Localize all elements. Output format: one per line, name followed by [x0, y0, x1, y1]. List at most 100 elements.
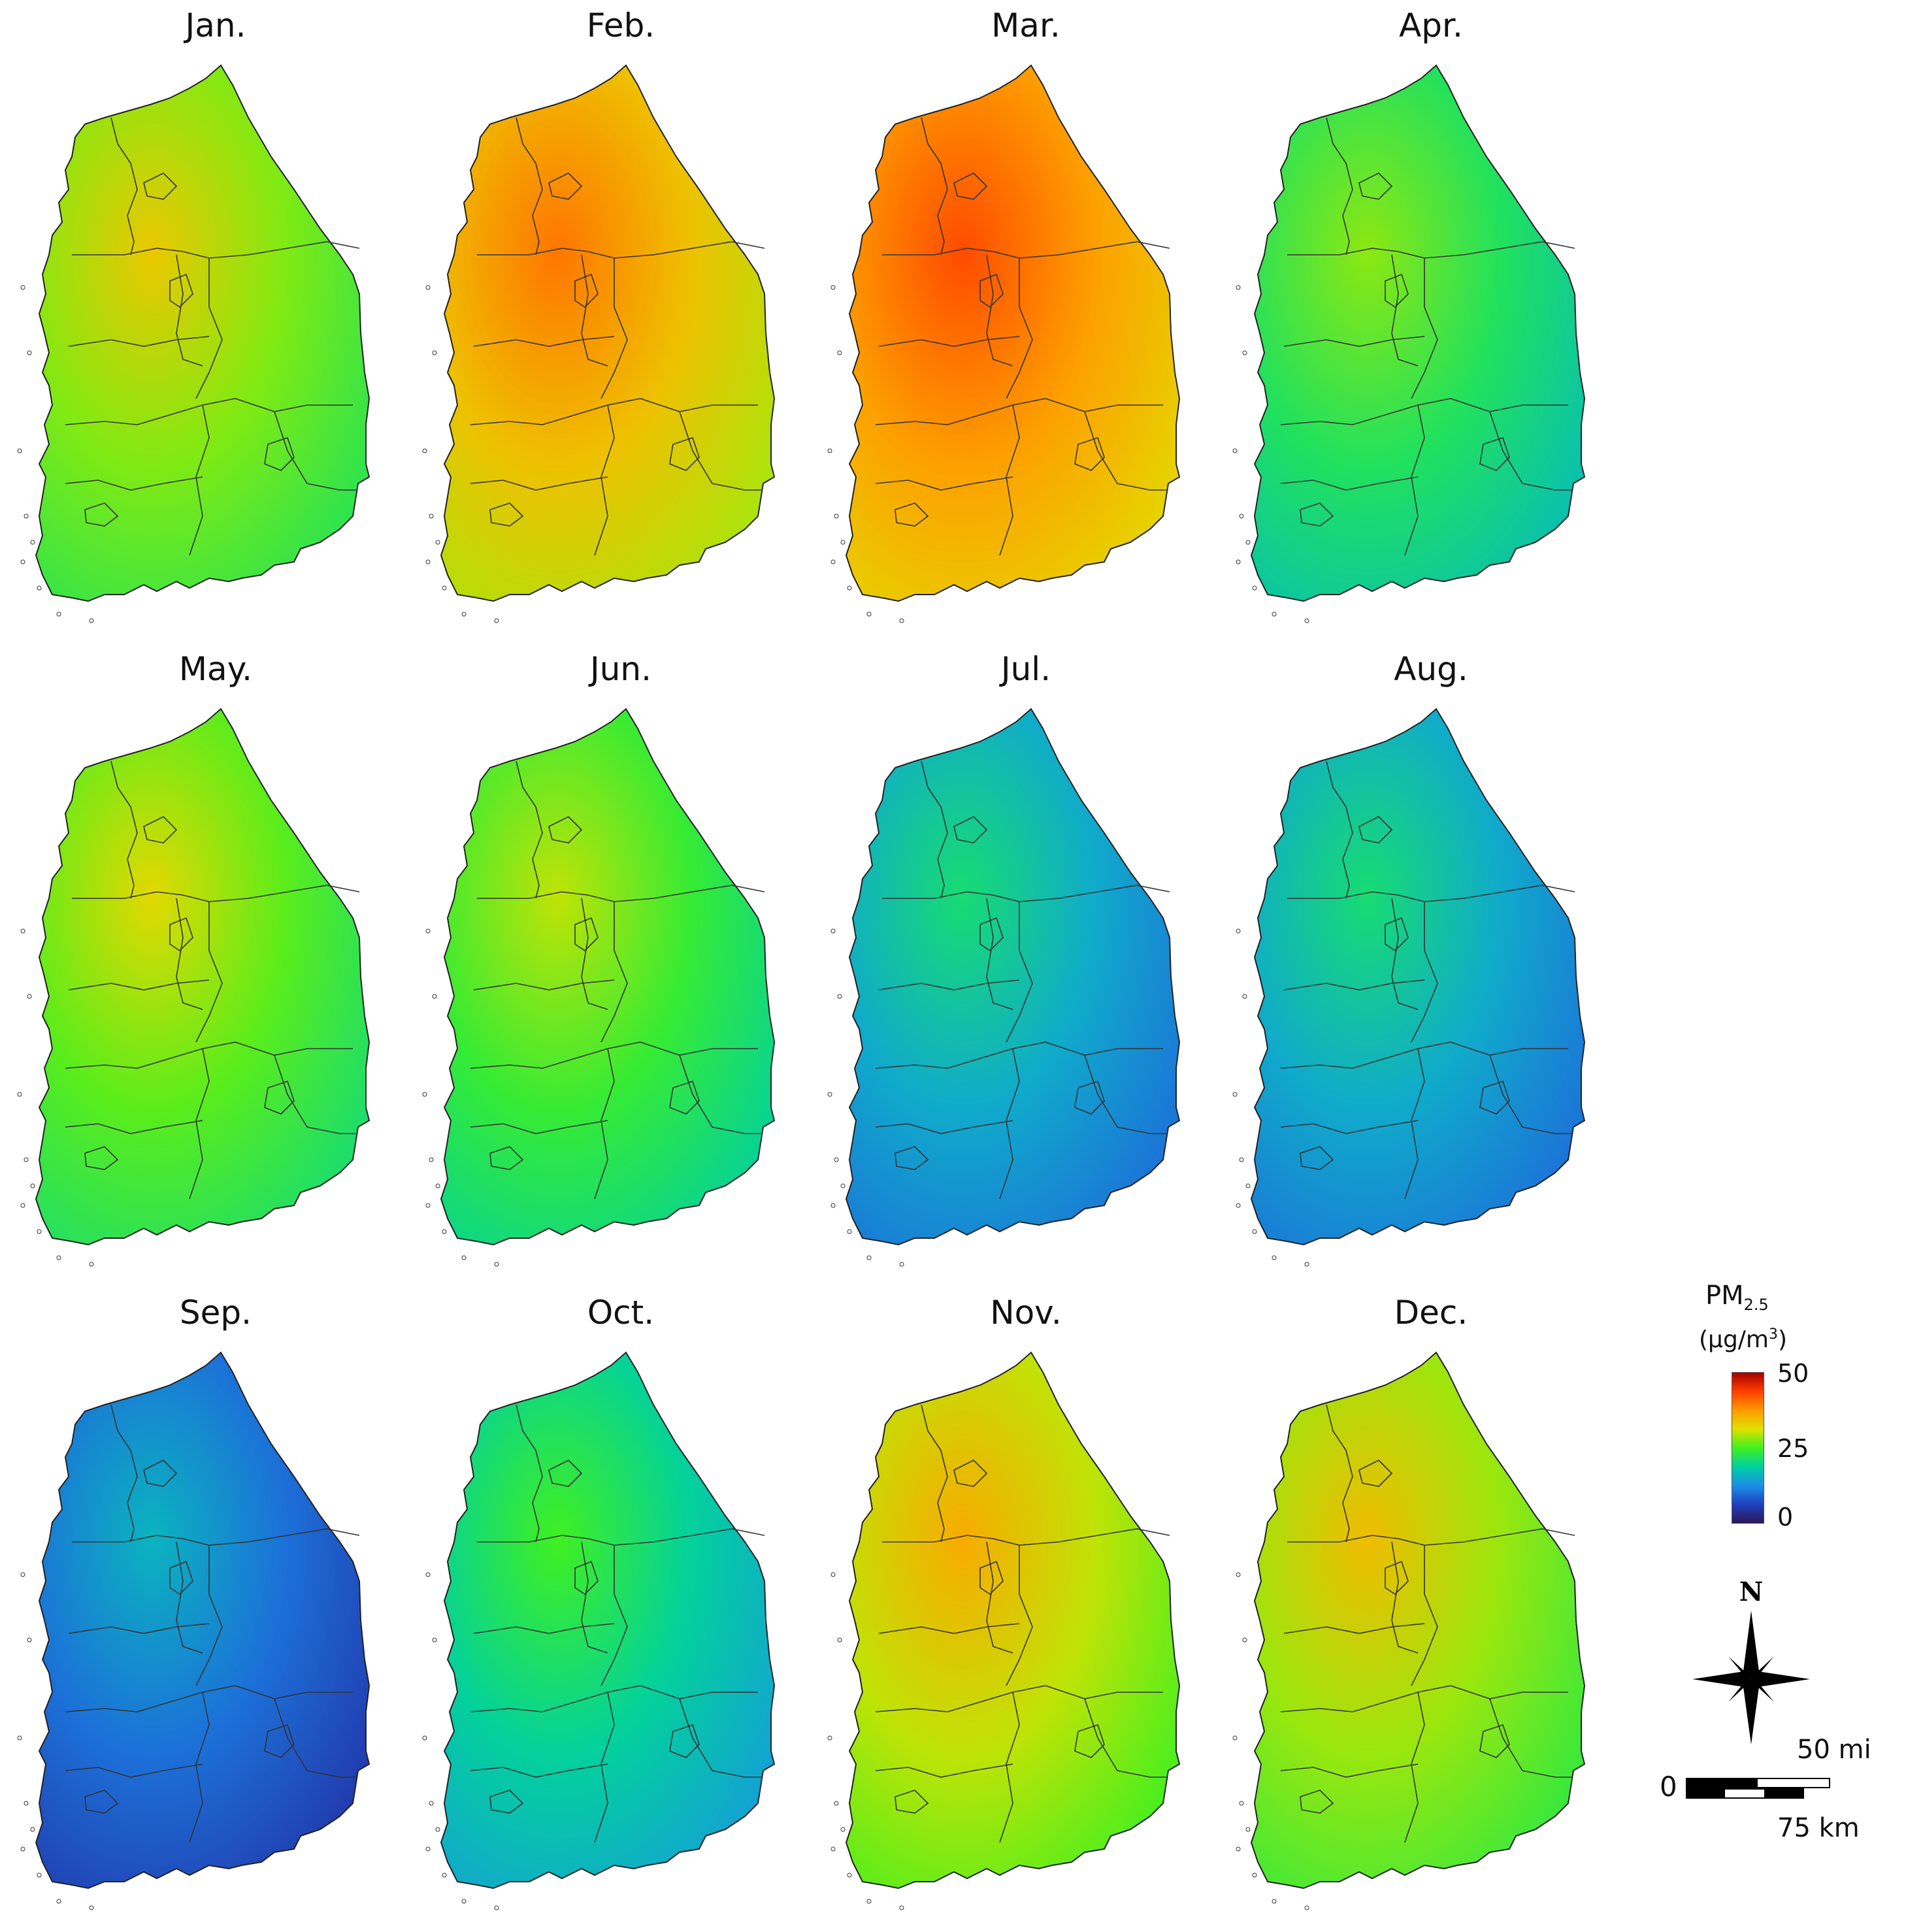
legend-title: PM2.5: [1705, 1281, 1769, 1314]
island: [56, 1899, 61, 1904]
province-border: [1404, 404, 1425, 556]
province-border: [516, 761, 543, 899]
province-border: [1006, 902, 1033, 1043]
map-panel: Oct.: [418, 1287, 823, 1927]
island: [840, 1183, 846, 1188]
province-border: [1300, 1790, 1334, 1814]
island: [834, 1801, 839, 1806]
island: [422, 1092, 427, 1097]
province-border: [679, 1698, 761, 1778]
province-border: [953, 172, 988, 200]
island: [837, 350, 842, 355]
province-border: [264, 1724, 295, 1758]
province-border: [1074, 1080, 1105, 1115]
island: [866, 1899, 872, 1904]
island: [899, 1262, 904, 1267]
island: [435, 1827, 440, 1832]
korea-landmass: [35, 708, 370, 1246]
island: [1236, 285, 1241, 290]
pm25-map: [1232, 708, 1586, 1267]
island: [1272, 1255, 1277, 1260]
island: [17, 448, 22, 453]
island: [20, 559, 25, 565]
island: [1242, 994, 1247, 999]
province-border: [999, 1048, 1020, 1200]
province-border: [470, 1763, 608, 1778]
province-border: [1280, 1763, 1419, 1778]
province-border: [473, 979, 615, 991]
island: [37, 585, 42, 591]
province-border: [979, 273, 1004, 308]
island: [1252, 1229, 1257, 1234]
island: [429, 1801, 434, 1806]
island: [27, 350, 32, 355]
province-border: [1391, 1541, 1419, 1654]
province-border: [878, 979, 1020, 991]
province-border: [195, 258, 223, 399]
island: [827, 448, 832, 453]
island: [830, 928, 836, 934]
province-border: [1283, 1623, 1425, 1634]
province-border: [594, 1048, 615, 1200]
island: [830, 285, 836, 290]
province-border: [489, 502, 524, 527]
korea-landmass: [845, 64, 1181, 602]
island: [56, 1255, 61, 1260]
province-border: [581, 254, 608, 367]
province-border: [274, 1698, 356, 1778]
island: [847, 585, 852, 591]
province-border: [169, 1560, 193, 1596]
north-arrow-icon: [1743, 1611, 1759, 1679]
province-border: [600, 258, 628, 399]
province-border: [986, 898, 1013, 1010]
island: [1245, 1183, 1251, 1188]
province-border: [574, 1560, 599, 1596]
province-border: [176, 1541, 203, 1654]
korea-landmass: [35, 1351, 370, 1890]
province-border: [581, 1541, 608, 1654]
province-border: [274, 411, 356, 491]
island: [1304, 618, 1309, 623]
island: [429, 1157, 434, 1162]
island: [827, 1092, 832, 1097]
pm25-map: [827, 64, 1181, 623]
province-border: [65, 476, 203, 491]
island: [827, 1735, 832, 1741]
map-panel: Feb.: [418, 0, 823, 640]
province-border: [1074, 436, 1105, 471]
province-border: [1479, 1724, 1510, 1758]
province-border: [189, 404, 210, 556]
island: [1232, 1735, 1238, 1741]
province-border: [195, 1545, 223, 1686]
province-border: [264, 436, 295, 471]
island: [1272, 612, 1277, 617]
island: [30, 1827, 35, 1832]
island: [1304, 1905, 1309, 1910]
island: [866, 612, 872, 617]
island: [89, 1905, 94, 1910]
province-border: [1385, 273, 1409, 308]
island: [422, 448, 427, 453]
scale-km: 75 km: [1777, 1813, 1860, 1843]
island: [27, 994, 32, 999]
province-border: [110, 117, 138, 255]
island: [840, 540, 846, 545]
province-border: [1326, 1404, 1353, 1543]
island: [27, 1637, 32, 1643]
island: [830, 1846, 836, 1852]
province-border: [1391, 898, 1419, 1010]
panel-title: Aug.: [1394, 650, 1468, 688]
panel-title: Feb.: [586, 7, 655, 44]
panel-title: Dec.: [1394, 1294, 1468, 1332]
province-border: [176, 898, 203, 1010]
pm25-map: [1232, 1351, 1586, 1910]
island: [20, 285, 25, 290]
island: [425, 1203, 431, 1208]
korea-landmass: [440, 1351, 776, 1890]
island: [1236, 1846, 1241, 1852]
province-border: [169, 917, 193, 952]
island: [24, 1801, 29, 1806]
panel-title: Sep.: [179, 1294, 252, 1332]
province-border: [986, 254, 1013, 367]
province-border: [895, 502, 929, 527]
